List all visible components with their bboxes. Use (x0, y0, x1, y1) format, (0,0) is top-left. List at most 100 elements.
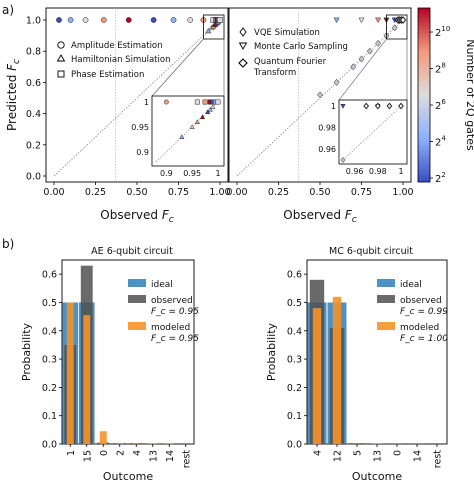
inset-data-point (340, 103, 346, 109)
x-tick-label: 0.00 (226, 187, 247, 198)
zoom-connector (338, 38, 387, 101)
legend-diamond-marker (239, 27, 247, 37)
x-tick-label: 1 (66, 450, 77, 456)
x-tick-label: 0.25 (268, 187, 289, 198)
colorbar-tick-label: 210 (435, 25, 450, 39)
scatter-left-ylabel: Predicted Fc (5, 59, 22, 131)
inset-y-tick-label: 0.96 (318, 145, 336, 154)
legend-label-montecarlo: Monte Carlo Sampling (254, 42, 348, 52)
bar-modeled (99, 431, 107, 444)
colorbar-tick-exp: 4 (441, 135, 446, 143)
inset-data-point (205, 109, 211, 115)
legend-square-marker (57, 70, 65, 78)
y-tick-label: 0.0 (287, 440, 302, 451)
legend-swatch-observed (377, 295, 395, 303)
inset-y-tick-label: 0.95 (131, 123, 149, 132)
x-tick-label: 15 (82, 450, 93, 462)
bar-ylabel: Probability (20, 322, 33, 381)
legend-label-observed: observed (151, 296, 193, 306)
bar-xlabel: Outcome (352, 470, 402, 482)
y-tick-label: 0.6 (287, 270, 302, 281)
inset-data-point (194, 99, 200, 105)
bar-panel-right: 0.0 0.1 0.2 0.3 0.4 0.5 0.6 4 12 5 13 0 14 rest MC 6-q… (265, 246, 448, 482)
zoom-connector (151, 38, 204, 97)
legend-left: Amplitude Estimation Hamiltonian Simulat… (56, 41, 170, 80)
inset-data-point (340, 156, 346, 164)
x-tick-label: 0.75 (168, 187, 189, 198)
y-tick-label: 0.8 (26, 47, 41, 58)
zoom-region (202, 14, 225, 40)
legend-right: VQE Simulation Monte Carlo Sampling Quan… (238, 27, 348, 78)
panel-label-b: b) (2, 237, 14, 251)
legend-swatch-modeled (377, 322, 395, 330)
x-tick-label: 0.25 (85, 187, 106, 198)
inset-frame (338, 99, 408, 165)
y-tick-label: 0.3 (42, 355, 57, 366)
data-point (67, 17, 74, 23)
scatter-panel-right: 0.00 0.25 0.50 0.75 1.00 0.960.960.980.9811 … (226, 7, 414, 225)
inset-data-point (194, 119, 200, 125)
inset-y-tick-label: 0.9 (136, 148, 149, 157)
data-point (333, 78, 340, 86)
legend-triangle-marker (56, 54, 66, 62)
bar-xlabel: Outcome (103, 470, 153, 482)
y-tick-label: 0.0 (26, 172, 41, 183)
inset-diagonal (155, 101, 219, 163)
panel-label-a: a) (2, 3, 14, 17)
zoom-region (385, 14, 408, 40)
legend-swatch-modeled (128, 322, 146, 330)
legend-modeled-fc: F_c = 1.00 (400, 334, 448, 344)
x-tick-label: 4 (313, 450, 324, 456)
bar-modeled (312, 308, 322, 444)
bar-modeled (83, 315, 91, 444)
legend-label-observed: observed (400, 296, 442, 306)
data-point (366, 47, 373, 55)
inset-y-tick-label: 0.98 (318, 124, 336, 133)
x-tick-label: 0.00 (43, 187, 64, 198)
data-point (358, 55, 365, 63)
colorbar-tick-label: 22 (435, 171, 446, 185)
data-point (170, 17, 177, 23)
x-tick-label: 1.00 (209, 187, 230, 198)
data-point (150, 17, 157, 23)
legend-label-qft-line1: Quantum Fourier (254, 57, 327, 67)
x-tick-label: 13 (373, 450, 384, 462)
legend-label-ideal: ideal (151, 280, 173, 290)
bar-chart-title: MC 6-qubit circuit (329, 246, 413, 257)
x-tick-label: 14 (165, 450, 176, 462)
data-point (358, 17, 365, 24)
colorbar-tick-base: 2 (435, 138, 441, 149)
inset-y-tick-label: 1 (331, 102, 336, 111)
inset-x-tick-label: 0.96 (346, 167, 364, 176)
diagonal-reference-line (53, 19, 221, 177)
y-tick-label: 0.2 (26, 140, 41, 151)
inset-x-tick-label: 1 (215, 169, 220, 178)
y-tick-label: 0.6 (42, 270, 57, 281)
colorbar-tick-label: 24 (435, 135, 446, 149)
colorbar-tick-base: 2 (435, 174, 441, 185)
legend-label-vqe: VQE Simulation (254, 28, 320, 38)
y-tick-label: 0.5 (42, 298, 57, 309)
data-point (317, 91, 323, 99)
inset-x-tick-label: 0.98 (369, 167, 387, 176)
bar-panel-left: 0.0 0.1 0.2 0.3 0.4 0.5 0.6 1 15 0 2 4 13 14 rest AE 6-… (20, 246, 199, 482)
colorbar-tick-exp: 8 (441, 62, 445, 70)
inset-data-point (386, 102, 393, 110)
data-point (391, 24, 398, 32)
inset-data-point (207, 106, 213, 112)
data-point (100, 17, 107, 23)
data-point (205, 27, 212, 34)
y-tick-label: 0.4 (26, 109, 41, 120)
colorbar-tick-base: 2 (435, 28, 441, 39)
y-tick-label: 0.4 (42, 326, 57, 337)
colorbar-tick-label: 26 (435, 98, 446, 112)
data-point (375, 17, 382, 24)
x-tick-label: 5 (353, 450, 364, 456)
x-tick-label: 13 (148, 450, 159, 462)
bar-modeled (332, 296, 342, 444)
legend-modeled-fc: F_c = 0.95 (151, 334, 199, 344)
legend-observed-fc: F_c = 0.99 (400, 307, 448, 317)
bar-modeled (132, 443, 140, 444)
bar-chart-title: AE 6-qubit circuit (91, 246, 173, 257)
